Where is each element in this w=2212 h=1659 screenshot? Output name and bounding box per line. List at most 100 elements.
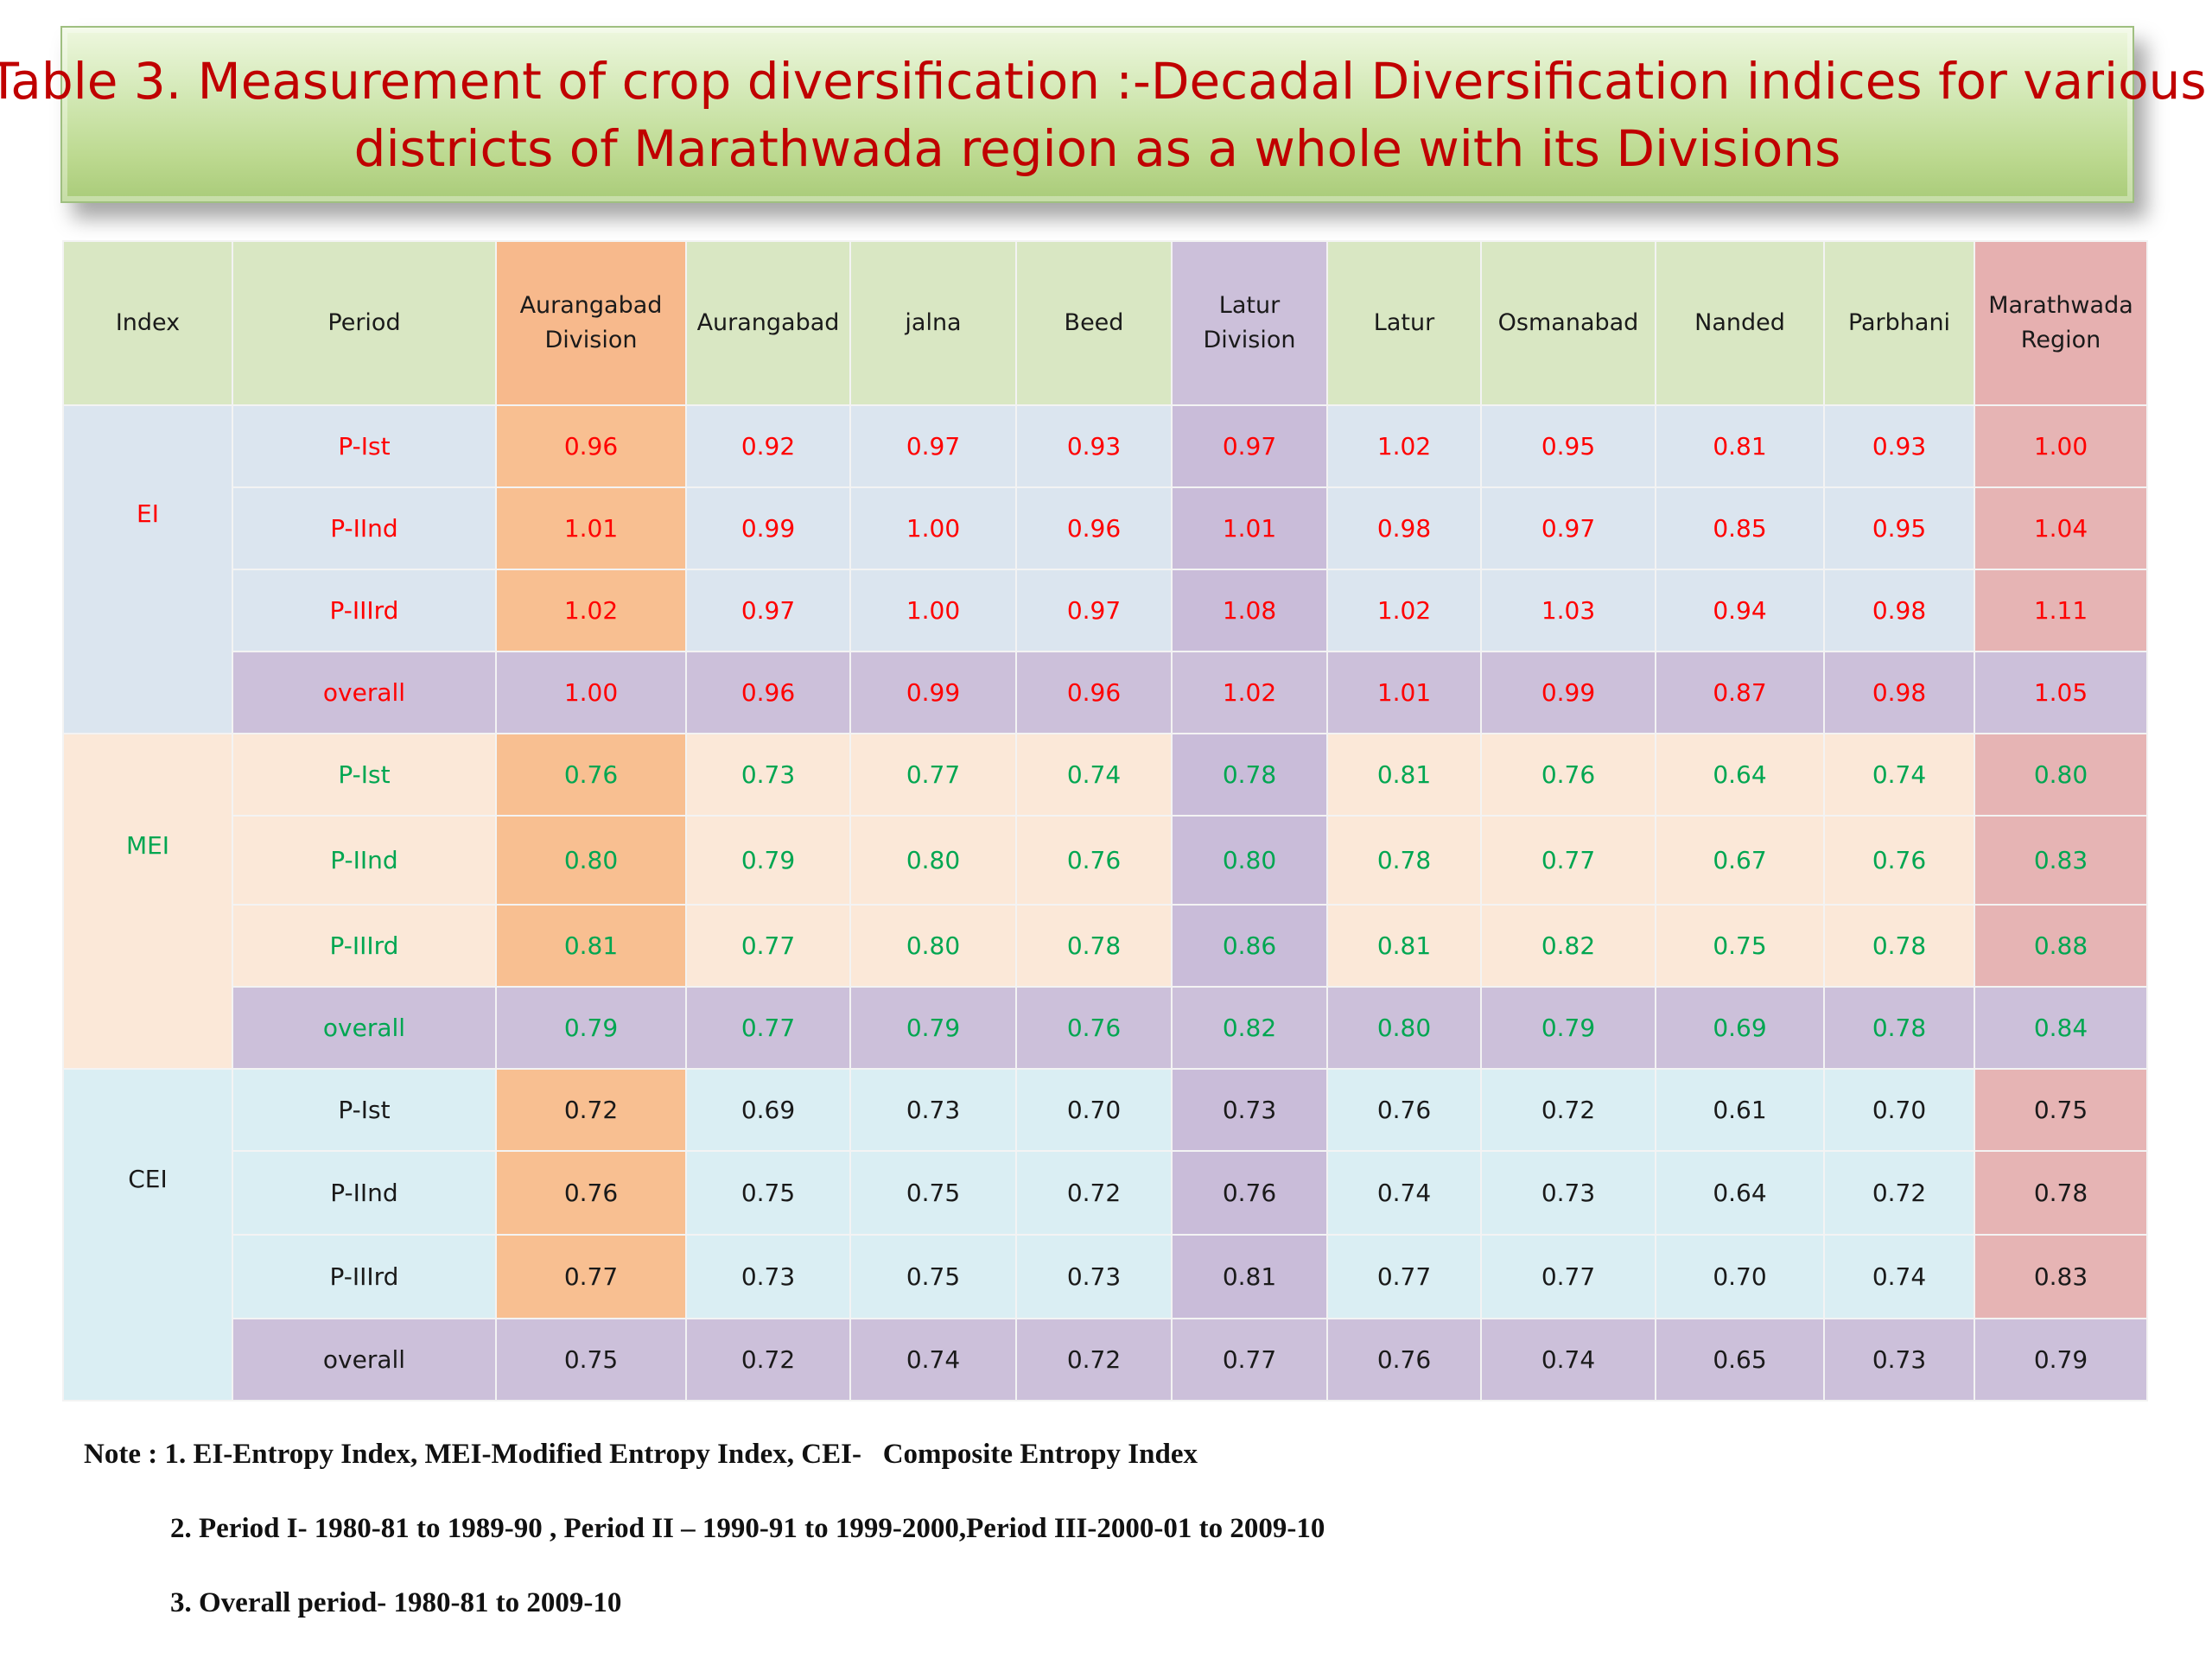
- value-cell: 0.78: [1974, 1150, 2148, 1236]
- value-cell: 0.97: [1171, 404, 1328, 488]
- value-cell: 0.78: [1823, 904, 1975, 988]
- title-line-1: Table 3. Measurement of crop diversifica…: [0, 51, 2207, 111]
- index-cell-mei: MEI: [62, 733, 233, 1070]
- value-cell: 0.73: [1823, 1318, 1975, 1402]
- value-cell: 0.85: [1655, 486, 1825, 570]
- value-cell: 0.96: [685, 651, 851, 734]
- value-cell: 0.81: [1655, 404, 1825, 488]
- period-cell: P-IInd: [232, 1150, 497, 1236]
- value-cell: 0.75: [849, 1150, 1017, 1236]
- value-cell: 0.72: [1015, 1150, 1173, 1236]
- value-cell: 0.76: [1171, 1150, 1328, 1236]
- value-cell: 0.76: [1015, 815, 1173, 906]
- value-cell: 1.02: [1171, 651, 1328, 734]
- value-cell: 0.70: [1015, 1068, 1173, 1152]
- table-row: P-IInd 0.76 0.75 0.75 0.72 0.76 0.74 0.73 0.64 0.…: [63, 1150, 2148, 1236]
- value-cell: 0.75: [1974, 1068, 2148, 1152]
- value-cell: 0.78: [1823, 986, 1975, 1070]
- value-cell: 0.75: [495, 1318, 687, 1402]
- value-cell: 0.76: [495, 733, 687, 817]
- value-cell: 0.98: [1326, 486, 1482, 570]
- value-cell: 0.74: [849, 1318, 1017, 1402]
- value-cell: 1.00: [1974, 404, 2148, 488]
- period-cell: P-Ist: [232, 733, 497, 817]
- value-cell: 1.05: [1974, 651, 2148, 734]
- value-cell: 0.74: [1823, 1234, 1975, 1319]
- value-cell: 0.77: [1171, 1318, 1328, 1402]
- value-cell: 0.80: [495, 815, 687, 906]
- value-cell: 0.77: [1480, 815, 1656, 906]
- value-cell: 0.84: [1974, 986, 2148, 1070]
- value-cell: 0.76: [495, 1150, 687, 1236]
- value-cell: 0.97: [1015, 569, 1173, 652]
- value-cell: 0.72: [1823, 1150, 1975, 1236]
- title-line-2: districts of Marathwada region as a whol…: [353, 118, 1841, 178]
- value-cell: 0.78: [1171, 733, 1328, 817]
- value-cell: 0.65: [1655, 1318, 1825, 1402]
- period-cell: P-IIIrd: [232, 1234, 497, 1319]
- value-cell: 0.61: [1655, 1068, 1825, 1152]
- index-cell-ei: EI: [62, 404, 233, 734]
- value-cell: 0.72: [1015, 1318, 1173, 1402]
- header-marathwada-region: Marathwada Region: [1974, 240, 2148, 406]
- value-cell: 0.80: [1326, 986, 1482, 1070]
- header-row: Index Period Aurangabad Division Aurangab…: [62, 240, 2148, 406]
- value-cell: 0.73: [849, 1068, 1017, 1152]
- header-latur: Latur: [1326, 240, 1482, 406]
- value-cell: 1.02: [1326, 404, 1482, 488]
- value-cell: 0.76: [1326, 1068, 1482, 1152]
- value-cell: 1.04: [1974, 486, 2148, 570]
- note-2: 2. Period I- 1980-81 to 1989-90 , Period…: [170, 1513, 1325, 1544]
- value-cell: 1.00: [849, 569, 1017, 652]
- value-cell: 0.76: [1480, 733, 1656, 817]
- value-cell: 0.74: [1480, 1318, 1656, 1402]
- period-cell: overall: [232, 1318, 497, 1402]
- value-cell: 0.73: [1015, 1234, 1173, 1319]
- value-cell: 0.75: [1655, 904, 1825, 988]
- table-row: MEI P-Ist 0.76 0.73 0.77 0.74 0.78 0.81 0.76 0.64…: [62, 733, 2148, 1070]
- value-cell: 0.69: [1655, 986, 1825, 1070]
- value-cell: 0.97: [685, 569, 851, 652]
- period-cell: overall: [232, 651, 497, 734]
- value-cell: 0.72: [1480, 1068, 1656, 1152]
- value-cell: 0.95: [1480, 404, 1656, 488]
- index-cell-cei: CEI: [62, 1068, 233, 1402]
- value-cell: 0.81: [1326, 733, 1482, 817]
- value-cell: 0.83: [1974, 1234, 2148, 1319]
- period-cell: P-IInd: [232, 486, 497, 570]
- value-cell: 0.99: [849, 651, 1017, 734]
- value-cell: 0.79: [495, 986, 687, 1070]
- value-cell: 0.77: [1326, 1234, 1482, 1319]
- value-cell: 0.77: [495, 1234, 687, 1319]
- header-parbhani: Parbhani: [1823, 240, 1975, 406]
- value-cell: 0.77: [685, 904, 851, 988]
- table-row: overall 0.79 0.77 0.79 0.76 0.82 0.80 0.79 0.69 0…: [63, 986, 2148, 1070]
- value-cell: 0.77: [685, 986, 851, 1070]
- period-cell: P-IInd: [232, 815, 497, 906]
- header-aurangabad: Aurangabad: [685, 240, 851, 406]
- value-cell: 0.76: [1015, 986, 1173, 1070]
- value-cell: 0.75: [849, 1234, 1017, 1319]
- value-cell: 1.02: [495, 569, 687, 652]
- value-cell: 1.00: [495, 651, 687, 734]
- table-row: P-IIIrd 0.81 0.77 0.80 0.78 0.86 0.81 0.82 0.75 0…: [63, 904, 2148, 988]
- value-cell: 0.73: [1480, 1150, 1656, 1236]
- header-aurangabad-division: Aurangabad Division: [495, 240, 687, 406]
- note-3: 3. Overall period- 1980-81 to 2009-10: [170, 1587, 622, 1618]
- value-cell: 0.74: [1823, 733, 1975, 817]
- value-cell: 1.08: [1171, 569, 1328, 652]
- value-cell: 0.96: [1015, 651, 1173, 734]
- value-cell: 0.96: [495, 404, 687, 488]
- value-cell: 0.98: [1823, 569, 1975, 652]
- value-cell: 0.64: [1655, 1150, 1825, 1236]
- value-cell: 0.82: [1480, 904, 1656, 988]
- value-cell: 0.97: [849, 404, 1017, 488]
- note-1: Note : 1. EI-Entropy Index, MEI-Modified…: [84, 1439, 1198, 1470]
- value-cell: 0.74: [1326, 1150, 1482, 1236]
- value-cell: 0.88: [1974, 904, 2148, 988]
- header-period: Period: [232, 240, 497, 406]
- value-cell: 0.80: [849, 815, 1017, 906]
- value-cell: 0.80: [1974, 733, 2148, 817]
- table-row: CEI P-Ist 0.72 0.69 0.73 0.70 0.73 0.76 0.72 0.61…: [62, 1068, 2148, 1402]
- period-cell: P-IIIrd: [232, 569, 497, 652]
